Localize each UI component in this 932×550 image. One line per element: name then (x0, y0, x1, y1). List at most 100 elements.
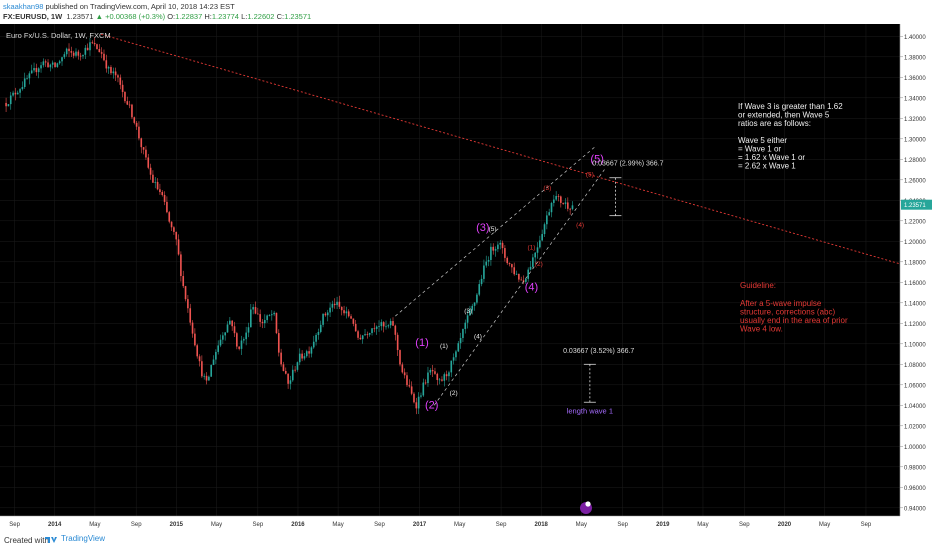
candle-body (518, 273, 520, 280)
candle-body (553, 199, 555, 203)
time-tick-label: 2017 (413, 522, 427, 528)
price-tick-label: 1.14000 (904, 301, 926, 307)
price-tick-label: 1.08000 (904, 363, 926, 369)
candle-body (245, 332, 247, 340)
time-tick-label: Sep (496, 522, 507, 528)
author-link[interactable]: skaakhan98 (3, 2, 44, 11)
candle-body (93, 42, 96, 45)
wave-label: (1) (415, 337, 428, 349)
candle-body (413, 393, 415, 403)
wave-label: (4) (474, 334, 482, 341)
candle-body (19, 89, 21, 93)
candle-body (550, 202, 553, 213)
price-tick-label: 1.28000 (904, 158, 926, 164)
candle-body (163, 194, 166, 202)
candle-body (51, 62, 54, 65)
plot-area[interactable] (0, 24, 900, 516)
price-axis-bg (900, 24, 932, 516)
note-red-line: Wave 4 low. (740, 325, 783, 334)
candle-body (338, 301, 341, 307)
publish-line: skaakhan98 published on TradingView.com,… (3, 2, 235, 11)
price-tick-label: 1.06000 (904, 383, 926, 389)
candle-body (515, 273, 518, 275)
close-label: C: (276, 12, 285, 21)
time-tick-label: May (697, 522, 708, 528)
candle-body (47, 62, 49, 68)
candle-body (427, 372, 429, 384)
candle-body (233, 326, 236, 334)
low-label: L: (241, 12, 248, 21)
note-red-line: usually end in the area of prior (740, 316, 848, 325)
candle-body (396, 334, 399, 351)
price-tick-label: 1.34000 (904, 96, 926, 102)
candle-body (511, 264, 513, 268)
time-axis[interactable]: Sep 2014 May Sep 2015 May Sep 2016 May Sep 2017 May… (0, 515, 900, 531)
candle-body (191, 322, 194, 334)
candle-body (457, 343, 460, 352)
candle-body (26, 78, 28, 80)
candle-body (478, 284, 481, 295)
wave-label: (3) (543, 185, 551, 192)
candle-body (124, 92, 126, 102)
wave-label: (4) (576, 222, 584, 229)
candle-body (343, 310, 345, 314)
price-tick-label: 1.26000 (904, 178, 926, 184)
candle-body (28, 73, 31, 79)
candle-body (210, 364, 213, 377)
tradingview-brand[interactable]: TradingView (45, 534, 105, 543)
candle-body (483, 265, 485, 279)
candle-body (84, 47, 87, 55)
candle-body (506, 257, 509, 264)
price-chart[interactable]: (1)(2)(3)(4)(5)(1)(2)(3)(4)(5)(1)(2)(3)(… (0, 24, 932, 531)
candle-body (401, 364, 404, 373)
candle-body (394, 325, 397, 335)
candle-body (324, 313, 327, 316)
candle-body (543, 224, 546, 235)
price-tick-label: 0.96000 (904, 486, 926, 492)
footer: Created with TradingView (0, 531, 932, 550)
candle-body (539, 240, 541, 248)
candle-body (434, 371, 436, 374)
candle-body (429, 369, 432, 373)
wave-label: (3) (464, 308, 472, 315)
candle-body (68, 48, 70, 52)
candle-body (243, 339, 245, 341)
open-value: 1.22837 (175, 12, 203, 21)
candle-body (387, 325, 390, 327)
candle-body (100, 52, 103, 54)
candle-body (96, 44, 98, 50)
candle-body (364, 334, 366, 336)
candle-body (499, 242, 502, 245)
candle-body (226, 324, 229, 333)
time-tick-label: May (211, 522, 222, 528)
wave-label: (4) (525, 282, 538, 294)
candle-body (520, 279, 523, 281)
price-axis[interactable]: 1.40000 1.38000 1.36000 1.34000 1.32000 1.300… (899, 24, 932, 516)
candle-body (494, 249, 497, 251)
candle-body (194, 333, 196, 346)
candle-body (417, 396, 420, 409)
note-white-line: ratios are as follows: (738, 119, 811, 128)
candle-body (119, 77, 122, 85)
channel-upper-line (395, 145, 597, 317)
candle-body (33, 68, 35, 71)
candle-body (406, 375, 408, 386)
time-tick-label: May (576, 522, 587, 528)
candle-body (9, 95, 12, 105)
high-value: 1.23774 (211, 12, 239, 21)
time-tick-label: 2019 (656, 522, 670, 528)
candle-body (142, 147, 145, 150)
candle-body (275, 312, 278, 334)
candle-body (205, 375, 208, 381)
candle-body (82, 54, 84, 57)
candle-body (86, 47, 89, 51)
candle-body (147, 157, 150, 168)
candle-body (91, 42, 94, 44)
candle-body (345, 311, 348, 314)
candle-body (536, 247, 539, 253)
candle-body (361, 335, 364, 340)
time-tick-label: 2018 (535, 522, 549, 528)
candle-body (203, 375, 206, 377)
candle-body (131, 104, 133, 118)
candle-body (399, 350, 401, 365)
